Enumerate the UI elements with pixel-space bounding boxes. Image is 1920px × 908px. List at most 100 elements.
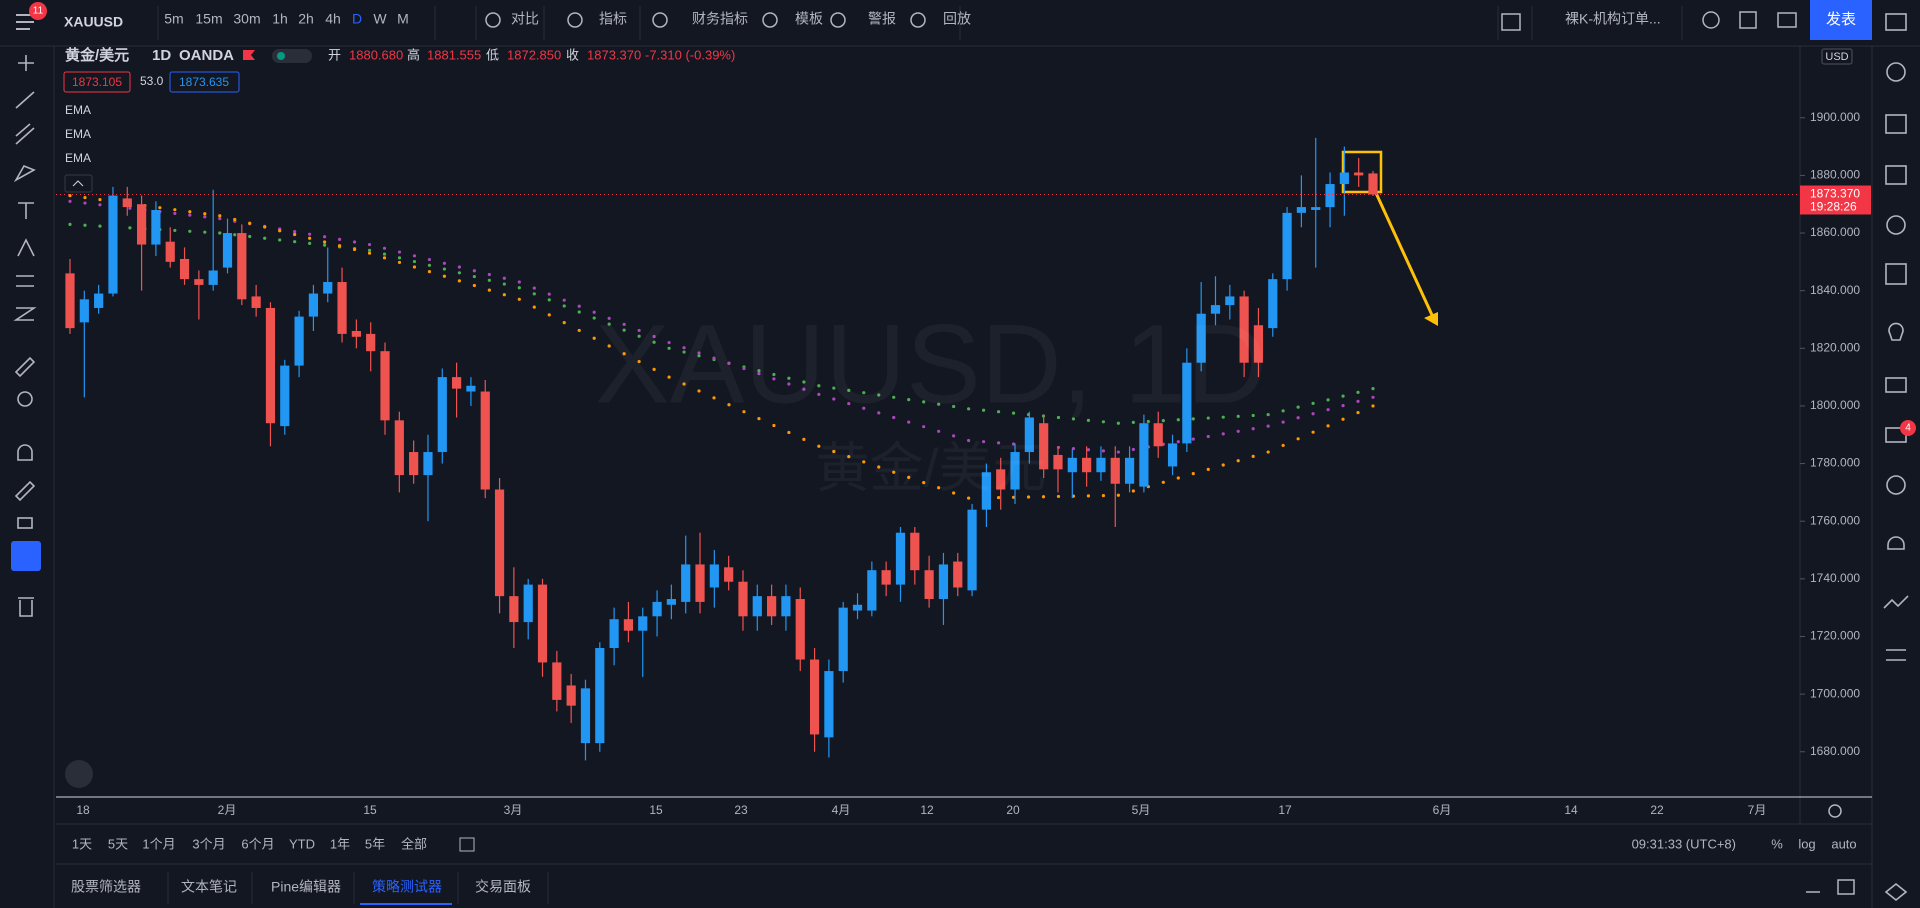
candle-body <box>752 596 762 617</box>
collapse-button[interactable] <box>64 174 93 193</box>
toolbar-icon <box>652 12 668 28</box>
panel-tab[interactable]: 股票筛选器 <box>71 879 141 895</box>
ema-dot <box>1341 417 1345 421</box>
candle-body <box>65 273 75 329</box>
interval[interactable]: 1h <box>272 11 288 27</box>
ema-dot <box>981 440 986 444</box>
ema-dot <box>1296 416 1300 420</box>
ohlc-value: 1872.850 <box>507 47 561 62</box>
layout-icon[interactable] <box>1501 13 1521 31</box>
range-button[interactable]: 1个月 <box>142 836 175 851</box>
log-toggle[interactable]: log <box>1798 836 1815 851</box>
interval[interactable]: 15m <box>195 11 222 27</box>
range-button[interactable]: 5天 <box>108 836 128 851</box>
plot <box>56 117 1805 761</box>
ema-dot <box>532 286 536 290</box>
toolbar-button[interactable]: 对比 <box>511 11 539 27</box>
panel-tab[interactable]: Pine编辑器 <box>271 879 341 895</box>
ema-dot <box>203 212 207 216</box>
ohlc-key: 开 <box>328 47 341 62</box>
panel-tab[interactable]: 文本笔记 <box>181 879 237 895</box>
ema-dot <box>68 193 72 198</box>
candle-body <box>480 391 490 490</box>
logo <box>65 760 93 788</box>
range-button[interactable]: 1天 <box>72 836 92 851</box>
symbol[interactable]: XAUUSD <box>64 14 123 30</box>
ema-dot <box>1206 416 1210 420</box>
ema-dot <box>832 449 836 454</box>
candle-body <box>695 564 705 602</box>
toolbar-button[interactable]: 指标 <box>599 11 627 27</box>
interval[interactable]: D <box>352 11 362 27</box>
interval[interactable]: 2h <box>298 11 314 27</box>
range-button[interactable]: 全部 <box>401 836 427 851</box>
range-button[interactable]: 5年 <box>365 836 385 851</box>
y-tick-label: 1720.000 <box>1810 629 1860 643</box>
ema-dot <box>308 236 312 240</box>
range-button[interactable]: 1年 <box>330 836 350 851</box>
ema-dot <box>877 465 881 469</box>
layout-name[interactable]: 裸K-机构订单... <box>1565 11 1661 27</box>
auto-toggle[interactable]: auto <box>1831 836 1856 851</box>
ema-dot <box>337 244 342 248</box>
ema-dot <box>1041 495 1046 499</box>
panel-tab[interactable]: 交易面板 <box>475 879 531 895</box>
candle-body <box>1124 457 1135 484</box>
candle-body <box>108 195 118 294</box>
ema-dot <box>1281 443 1285 448</box>
interval[interactable]: 4h <box>325 11 341 27</box>
panel-tab[interactable]: 策略测试器 <box>372 879 442 895</box>
settings-icon[interactable] <box>1828 804 1842 818</box>
toolbar-button[interactable]: 回放 <box>943 11 971 27</box>
arrow-head <box>1424 312 1438 326</box>
active-tool[interactable] <box>11 541 41 571</box>
candle-body <box>437 377 447 453</box>
drawing-tools[interactable] <box>13 55 37 617</box>
interval[interactable]: M <box>397 11 409 27</box>
candle-body <box>595 648 605 744</box>
ema-dot <box>907 475 911 480</box>
x-tick-label: 20 <box>1006 803 1020 817</box>
y-tick-label: 1700.000 <box>1810 686 1860 700</box>
ema-dot <box>637 359 641 364</box>
ema-dot <box>622 352 626 356</box>
candle-body <box>1268 279 1278 329</box>
y-tick-label: 1840.000 <box>1810 283 1860 297</box>
interval[interactable]: 30m <box>233 11 260 27</box>
ema-dot <box>757 369 761 373</box>
candle-body <box>623 619 634 631</box>
panel-controls[interactable] <box>1806 879 1855 895</box>
badge <box>1900 420 1916 436</box>
ema-dot <box>772 423 776 428</box>
ema-dot <box>472 274 476 279</box>
x-tick-label: 23 <box>734 803 748 817</box>
range-button[interactable]: 6个月 <box>241 836 274 851</box>
publish-button[interactable] <box>1810 0 1872 40</box>
bid-box <box>63 71 131 93</box>
y-tick-label: 1860.000 <box>1810 225 1860 239</box>
ema-dot <box>862 460 866 464</box>
interval[interactable]: 5m <box>164 11 183 27</box>
range-button[interactable]: YTD <box>289 836 315 851</box>
ema-dot <box>937 486 941 490</box>
last-price-box <box>1800 185 1871 215</box>
toolbar-button[interactable]: 财务指标 <box>692 11 748 27</box>
ema-dot <box>397 260 402 265</box>
ema-dot <box>1206 467 1210 471</box>
ema-dot <box>427 270 432 274</box>
percent-toggle[interactable]: % <box>1771 836 1783 851</box>
y-tick-label: 1820.000 <box>1810 340 1860 354</box>
candle-body <box>136 204 147 245</box>
ema-dot <box>308 241 312 246</box>
toolbar-button[interactable]: 模板 <box>795 11 823 27</box>
ema-dot <box>68 222 72 226</box>
ema-dot <box>1161 480 1165 484</box>
publish-label[interactable]: 发表 <box>1826 11 1856 28</box>
candle-body <box>409 452 419 476</box>
ema-dot <box>323 235 327 239</box>
toolbar-button[interactable]: 警报 <box>868 11 896 27</box>
ema-dot <box>1086 494 1091 498</box>
candle-body <box>1067 457 1077 473</box>
interval[interactable]: W <box>373 11 387 27</box>
range-button[interactable]: 3个月 <box>192 836 225 851</box>
